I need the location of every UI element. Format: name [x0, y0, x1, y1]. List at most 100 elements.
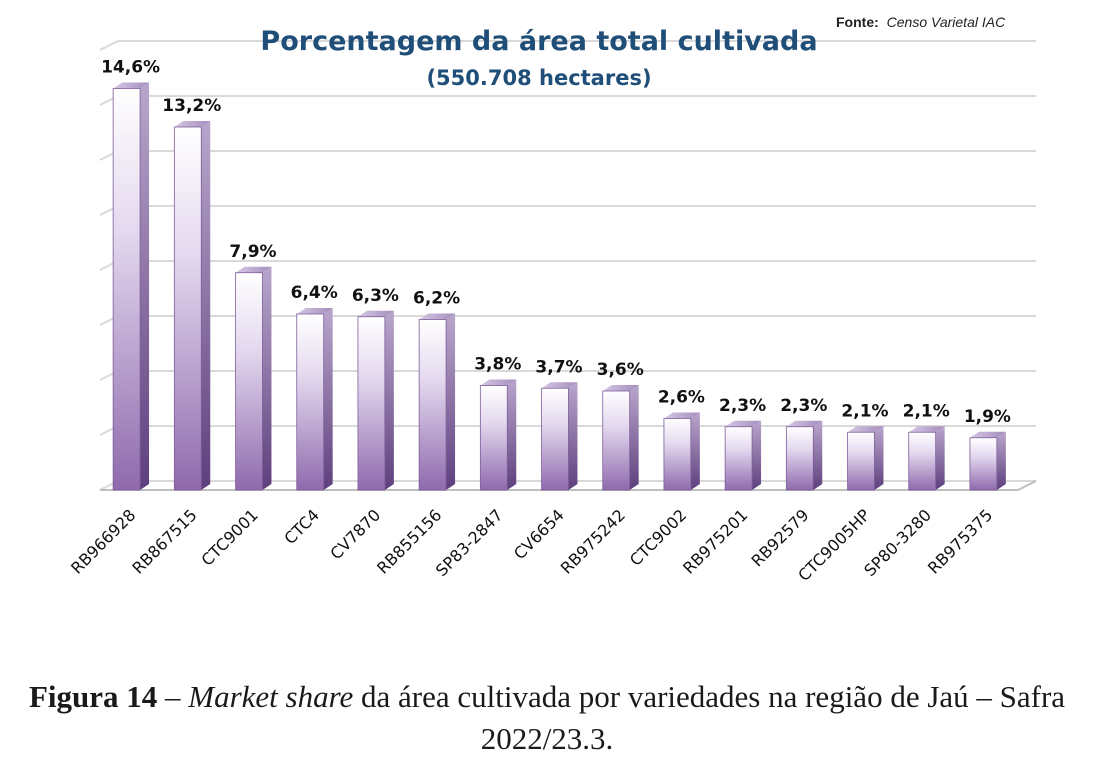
- bar: [847, 426, 884, 491]
- bar-front: [724, 426, 753, 491]
- bar-side: [446, 313, 456, 490]
- bar: [357, 310, 394, 491]
- bar: [112, 82, 150, 491]
- bar-front: [479, 385, 508, 491]
- data-label: 3,6%: [597, 360, 644, 380]
- bar-top: [602, 385, 639, 391]
- data-label: 2,1%: [903, 401, 950, 421]
- x-tick-label: RB975201: [679, 505, 751, 577]
- bars: [112, 82, 1006, 491]
- bar-side: [262, 266, 272, 490]
- bar-front: [173, 126, 202, 491]
- data-label: 7,9%: [229, 242, 276, 262]
- bar-front: [296, 313, 325, 491]
- bar: [296, 308, 333, 491]
- data-label: 2,6%: [658, 388, 705, 408]
- bar-front: [357, 316, 386, 491]
- data-label: 2,1%: [841, 401, 888, 421]
- caption-label: Figura 14: [28, 679, 158, 714]
- data-label: 2,3%: [780, 396, 827, 416]
- bar-front: [663, 418, 692, 491]
- x-tick-label: CV6654: [510, 505, 568, 563]
- bar-side: [874, 426, 884, 490]
- bar-top: [786, 420, 823, 427]
- data-labels: 14,6%13,2% 7,9% 6,4% 6,3% 6,2% 3,8% 3,7% 3,6% 2,…: [101, 58, 1011, 427]
- source-label: Fonte:: [836, 14, 879, 30]
- gridline: [99, 40, 1036, 51]
- data-label: 2,3%: [719, 396, 766, 416]
- data-label: 13,2%: [162, 96, 221, 116]
- bar-side: [323, 308, 333, 490]
- bar-front: [602, 390, 631, 491]
- bar-top: [908, 426, 945, 433]
- bar-front: [235, 272, 263, 491]
- bar: [785, 420, 823, 491]
- bar: [479, 379, 517, 491]
- bar-side: [629, 385, 639, 490]
- bar-top: [847, 426, 884, 433]
- bar-top: [725, 420, 762, 427]
- x-axis-depth-line: [1017, 480, 1037, 491]
- caption-italic: Market share: [188, 679, 354, 714]
- bar-side: [752, 420, 762, 490]
- chart-subtitle: (550.708 hectares): [426, 66, 651, 90]
- source-note: Fonte: Censo Varietal IAC: [836, 14, 1006, 30]
- gridline: [99, 260, 1036, 271]
- bar: [418, 313, 456, 491]
- bar-front: [847, 431, 875, 491]
- bar-top: [419, 313, 456, 320]
- bar-side: [384, 310, 394, 490]
- bar-side: [813, 420, 823, 490]
- gridline: [99, 95, 1036, 106]
- bar: [908, 426, 945, 491]
- bar-side: [996, 431, 1006, 490]
- data-label: 3,8%: [474, 355, 521, 375]
- data-label: 14,6%: [101, 58, 160, 78]
- bar: [541, 382, 578, 491]
- data-label: 6,4%: [291, 283, 338, 303]
- bar-chart: 14,6%13,2% 7,9% 6,4% 6,3% 6,2% 3,8% 3,7% 3,6% 2,…: [67, 14, 1037, 585]
- bar-front: [112, 88, 141, 491]
- bar-side: [690, 412, 700, 490]
- bar-top: [480, 379, 517, 386]
- x-tick-label: RB975375: [924, 505, 996, 577]
- x-tick-label: RB975242: [557, 505, 629, 577]
- data-label: 6,2%: [413, 289, 460, 309]
- bar-top: [357, 310, 394, 317]
- gridline: [99, 205, 1036, 216]
- bar-top: [174, 121, 211, 127]
- bar: [724, 420, 762, 491]
- bar-front: [418, 319, 447, 491]
- bar: [173, 121, 211, 491]
- x-tick-label: CV7870: [326, 505, 384, 563]
- bar-top: [541, 382, 578, 389]
- bar-front: [908, 431, 937, 491]
- bar-side: [568, 382, 578, 490]
- caption-dash: –: [157, 679, 189, 714]
- bar-top: [969, 431, 1006, 438]
- gridline: [99, 150, 1036, 161]
- bar: [663, 412, 700, 491]
- x-tick-label: CTC4: [280, 505, 323, 548]
- figure-caption: Figura 14 – Market share da área cultiva…: [0, 676, 1094, 760]
- x-tick-label: RB92579: [748, 505, 813, 570]
- bar-front: [541, 387, 569, 491]
- bar: [235, 266, 272, 491]
- bar-top: [113, 82, 150, 89]
- bar: [602, 385, 639, 491]
- bar: [969, 431, 1006, 491]
- data-label: 6,3%: [352, 286, 399, 306]
- bar-top: [235, 266, 272, 273]
- bar-front: [969, 437, 998, 491]
- bar-front: [785, 426, 814, 491]
- bar-side: [507, 379, 517, 490]
- bar-side: [140, 82, 150, 490]
- data-label: 3,7%: [535, 357, 582, 377]
- x-tick-label: RB867515: [128, 505, 200, 577]
- bar-side: [201, 121, 211, 490]
- x-tick-label: CTC9002: [626, 505, 690, 569]
- bar-top: [296, 308, 333, 314]
- chart: 14,6% 13,2% 7,9% 6,4% 6,3% 6,2% 3,8% 3,7% 3,6% 2,…: [67, 14, 1037, 585]
- source-value: Censo Varietal IAC: [887, 14, 1006, 30]
